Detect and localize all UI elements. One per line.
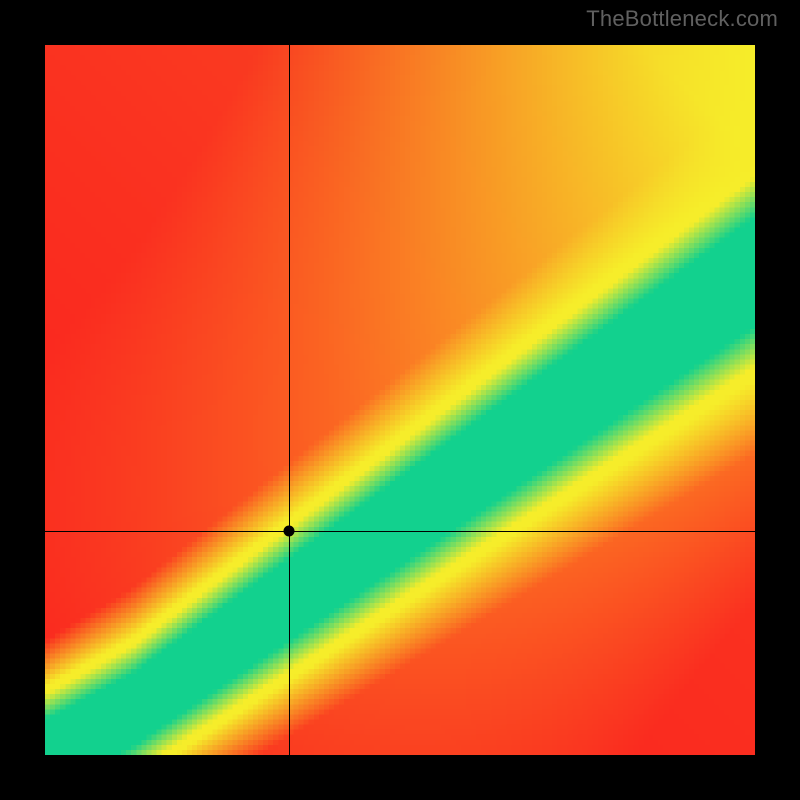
chart-container: TheBottleneck.com — [0, 0, 800, 800]
heatmap-canvas — [45, 45, 755, 755]
heatmap-plot — [45, 45, 755, 755]
marker-dot — [283, 526, 294, 537]
watermark-text: TheBottleneck.com — [586, 6, 778, 32]
crosshair-horizontal — [45, 531, 755, 532]
crosshair-vertical — [289, 45, 290, 755]
